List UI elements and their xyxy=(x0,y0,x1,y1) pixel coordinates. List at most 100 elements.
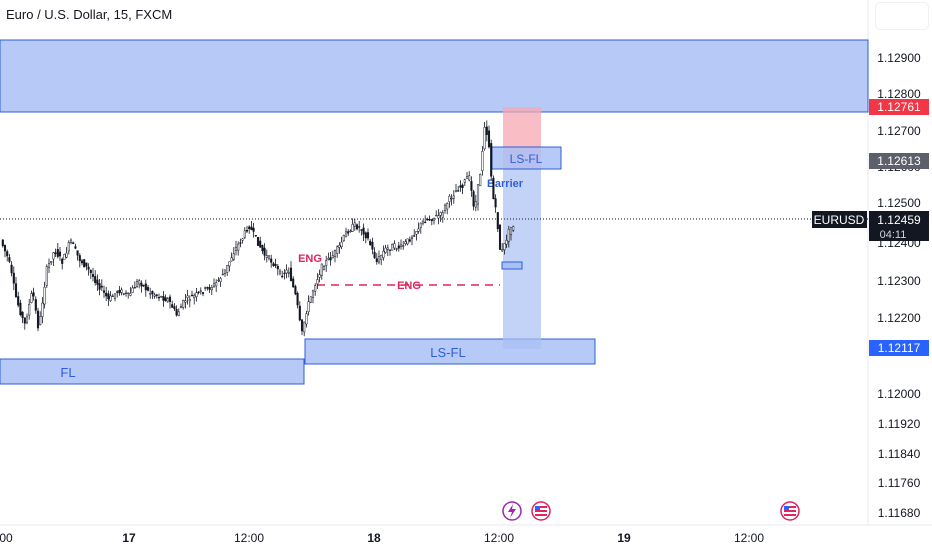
candle-body xyxy=(463,179,466,183)
candle-body xyxy=(472,191,475,207)
candle-body xyxy=(116,291,119,293)
current-price-tag-text: 1.12459 xyxy=(877,213,921,227)
candle-body xyxy=(195,292,198,297)
candle-body xyxy=(369,240,372,246)
us-flag-icon[interactable] xyxy=(531,501,551,521)
candle-body xyxy=(274,264,277,266)
candle-body xyxy=(157,296,161,299)
candle-body xyxy=(263,247,266,256)
lightning-icon[interactable] xyxy=(502,501,522,521)
candle-body xyxy=(47,263,51,269)
candle-body xyxy=(94,276,97,283)
candle-body xyxy=(410,236,414,239)
candle-body xyxy=(305,313,308,325)
candle-body xyxy=(12,272,15,284)
candle-body xyxy=(223,269,227,274)
candle-body xyxy=(1,239,4,247)
candle-body xyxy=(129,293,132,296)
candle-body xyxy=(413,235,416,237)
price-tick-label: 1.12200 xyxy=(877,311,921,325)
candle-body xyxy=(393,243,396,249)
time-axis-ticks: 00 17 12:00 18 12:00 19 12:00 xyxy=(0,531,764,545)
candle-body xyxy=(443,204,447,211)
ls-fl-low-label: LS-FL xyxy=(430,345,465,360)
candle-body xyxy=(17,296,20,306)
candle-body xyxy=(120,289,123,293)
candle-body xyxy=(241,238,244,241)
us-flag-icon[interactable] xyxy=(780,501,800,521)
candle-body xyxy=(166,298,169,302)
price-tick-label: 1.12900 xyxy=(877,51,921,65)
candle-body xyxy=(173,306,176,310)
candle-body xyxy=(107,293,110,300)
candle-body xyxy=(36,310,40,329)
candle-body xyxy=(138,280,141,285)
candle-body xyxy=(188,299,191,302)
candle-body xyxy=(329,257,332,261)
candle-body xyxy=(151,291,154,295)
candle-body xyxy=(193,295,196,299)
candle-body xyxy=(278,270,282,274)
candle-body xyxy=(417,228,420,232)
price-tick-label: 1.12800 xyxy=(877,87,921,101)
low-price-tag-text: 1.12117 xyxy=(878,341,921,355)
candle-body xyxy=(355,224,359,230)
candle-body xyxy=(54,252,57,254)
low-price-tag xyxy=(869,340,929,356)
price-tick-label: 1.11840 xyxy=(878,447,921,461)
candle-body xyxy=(377,256,381,263)
candle-body xyxy=(254,235,257,237)
candle-body xyxy=(424,221,427,224)
supply-zone xyxy=(0,39,869,113)
candle-body xyxy=(483,127,486,150)
candle-body xyxy=(234,246,238,251)
mid-price-tag xyxy=(869,153,929,169)
candle-body xyxy=(43,286,46,305)
candle-body xyxy=(85,262,88,267)
candle-body xyxy=(448,195,451,202)
candle-body xyxy=(276,265,279,270)
candle-body xyxy=(41,302,44,317)
candle-body xyxy=(133,287,136,289)
candle-body xyxy=(432,217,436,221)
candle-body xyxy=(314,285,317,292)
candle-body xyxy=(186,295,189,298)
candle-body xyxy=(80,260,84,264)
candle-body xyxy=(318,274,321,278)
candle-body xyxy=(58,251,62,257)
candle-body xyxy=(215,282,218,287)
candle-body xyxy=(98,283,101,290)
barrier-label: Barrier xyxy=(487,178,524,190)
candle-body xyxy=(32,292,35,297)
candle-body xyxy=(386,247,389,250)
time-tick-label: 00 xyxy=(0,531,13,545)
candle-body xyxy=(199,290,202,292)
mid-price-tag-text: 1.12613 xyxy=(877,154,921,168)
candle-body xyxy=(342,235,345,242)
candle-body xyxy=(419,222,422,228)
candle-body xyxy=(155,294,158,296)
candle-body xyxy=(461,184,464,189)
candle-body xyxy=(476,184,480,205)
candle-body xyxy=(435,214,438,217)
candle-body xyxy=(351,223,354,232)
candle-body xyxy=(179,306,183,309)
candle-body xyxy=(347,231,350,234)
candle-body xyxy=(428,218,431,221)
candle-body xyxy=(122,293,125,295)
candle-body xyxy=(459,185,462,188)
candle-body xyxy=(142,284,145,287)
toolbar-corner-box[interactable] xyxy=(876,3,928,29)
candle-body xyxy=(45,266,48,286)
candle-body xyxy=(287,271,290,274)
candle-body xyxy=(441,212,444,218)
time-tick-label: 17 xyxy=(122,531,136,545)
candle-body xyxy=(228,261,231,267)
candle-body xyxy=(474,201,477,208)
candle-body xyxy=(175,309,178,316)
candle-body xyxy=(450,197,453,200)
candle-body xyxy=(160,296,163,298)
symbol-tag xyxy=(812,211,867,228)
candle-body xyxy=(494,198,497,208)
